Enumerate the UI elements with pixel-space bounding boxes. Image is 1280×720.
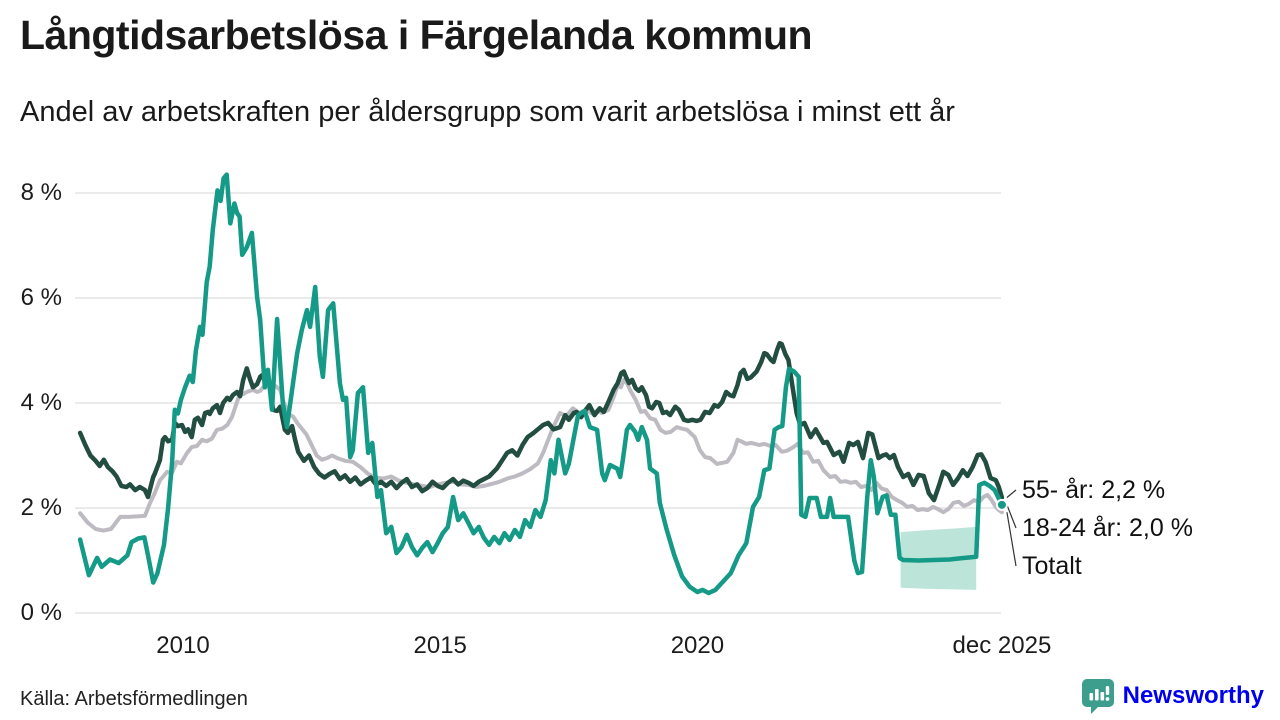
x-axis-tick: 2010 bbox=[156, 632, 210, 659]
series-18-24 år bbox=[77, 172, 1005, 596]
x-axis-tick: 2015 bbox=[413, 632, 467, 659]
series-label: 55- år: 2,2 % bbox=[1022, 476, 1166, 504]
newsworthy-wordmark: Newsworthy bbox=[1122, 682, 1264, 709]
leader-line bbox=[1006, 489, 1017, 498]
x-axis-tick: 2020 bbox=[670, 632, 725, 659]
series-label: 18-24 år: 2,0 % bbox=[1022, 514, 1193, 542]
y-axis-tick: 8 % bbox=[20, 179, 62, 206]
x-axis-tick: dec 2025 bbox=[952, 632, 1052, 659]
newsworthy-icon bbox=[1081, 679, 1114, 714]
page-title: Långtidsarbetslösa i Färgelanda kommun bbox=[20, 12, 813, 58]
y-axis-tick: 2 % bbox=[20, 494, 62, 521]
page-subtitle: Andel av arbetskraften per åldersgrupp s… bbox=[20, 96, 955, 128]
newsworthy-logo[interactable]: Newsworthy bbox=[1081, 678, 1264, 714]
series-label: Totalt bbox=[1022, 552, 1082, 580]
leader-line bbox=[1006, 504, 1017, 529]
source-text: Källa: Arbetsförmedlingen bbox=[20, 688, 248, 710]
series-end-dot bbox=[995, 498, 1008, 511]
y-axis-tick: 0 % bbox=[20, 599, 62, 626]
y-axis-tick: 6 % bbox=[20, 284, 62, 311]
leader-line bbox=[1006, 512, 1017, 567]
series-55- år bbox=[77, 340, 1005, 503]
y-axis-tick: 4 % bbox=[20, 389, 62, 416]
